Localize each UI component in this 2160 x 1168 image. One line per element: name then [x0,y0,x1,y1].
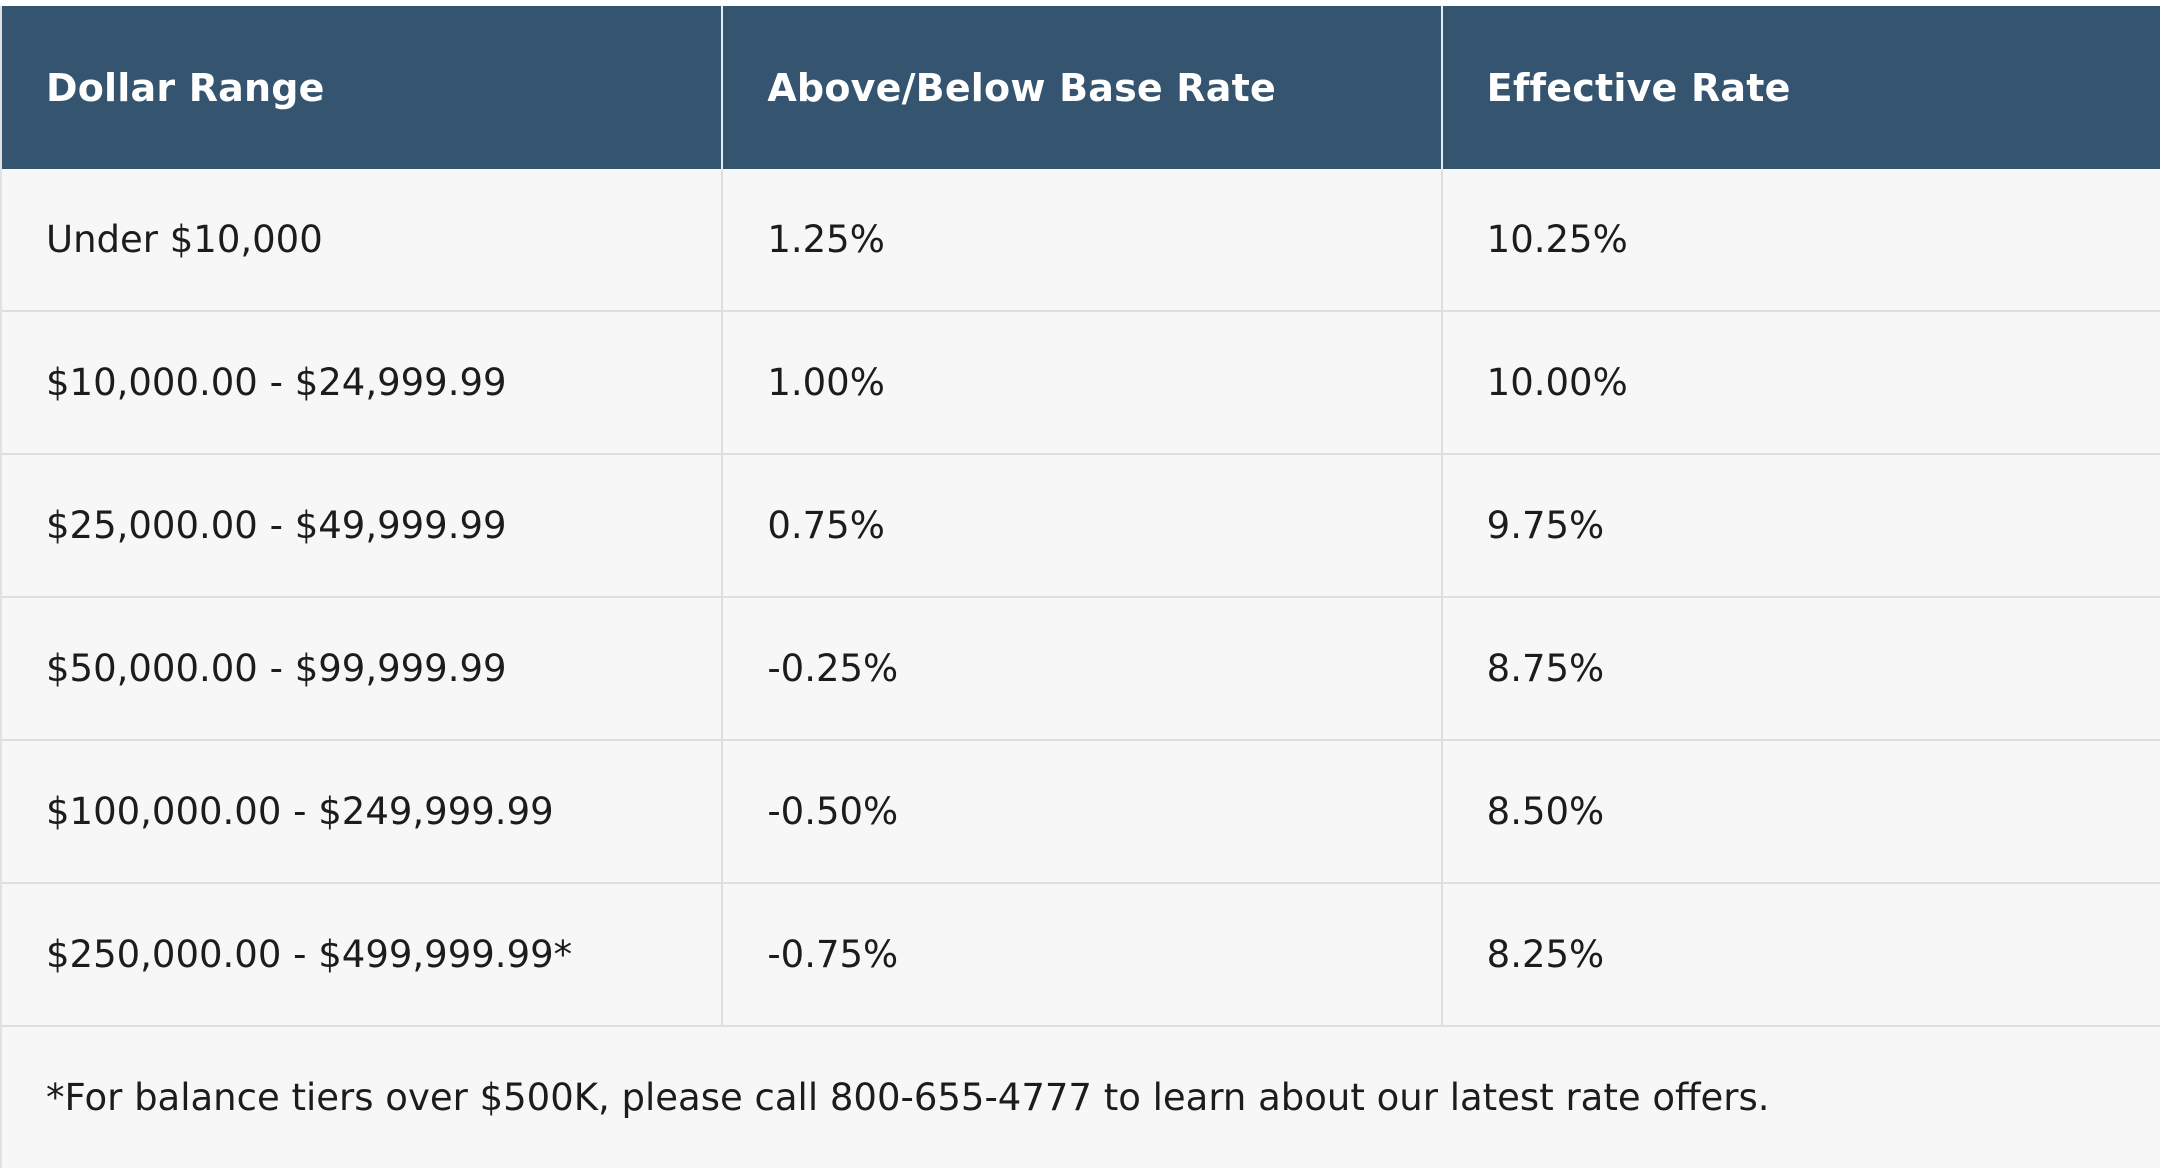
cell-effective-rate: 9.75% [1440,455,2160,596]
cell-effective-rate: 10.25% [1440,169,2160,310]
cell-effective-rate: 8.75% [1440,598,2160,739]
cell-dollar-range: $250,000.00 - $499,999.99* [46,933,573,976]
header-dollar-range: Dollar Range [46,65,325,110]
cell-above-below-base-rate: -0.75% [721,884,1440,1025]
cell-effective-rate: 8.50% [1440,741,2160,882]
cell-dollar-range: Under $10,000 [46,218,323,261]
cell-above-below-base-rate: 1.00% [721,312,1440,453]
table-row: $250,000.00 - $499,999.99* -0.75% 8.25% [2,884,2160,1027]
table-row: $25,000.00 - $49,999.99 0.75% 9.75% [2,455,2160,598]
cell-effective-rate: 10.00% [1440,312,2160,453]
table-row: $100,000.00 - $249,999.99 -0.50% 8.50% [2,741,2160,884]
table-row: Under $10,000 1.25% 10.25% [2,169,2160,312]
cell-dollar-range: $25,000.00 - $49,999.99 [46,504,507,547]
header-effective-rate: Effective Rate [1440,6,2160,169]
cell-above-below-base-rate: 1.25% [721,169,1440,310]
cell-effective-rate: 8.25% [1440,884,2160,1025]
table-footnote: *For balance tiers over $500K, please ca… [2,1027,2160,1168]
table-header-row: Dollar Range Above/Below Base Rate Effec… [2,6,2160,169]
cell-dollar-range: $50,000.00 - $99,999.99 [46,647,507,690]
table-row: $10,000.00 - $24,999.99 1.00% 10.00% [2,312,2160,455]
cell-above-below-base-rate: -0.25% [721,598,1440,739]
cell-dollar-range: $100,000.00 - $249,999.99 [46,790,554,833]
rate-table: Dollar Range Above/Below Base Rate Effec… [0,6,2160,1168]
cell-above-below-base-rate: -0.50% [721,741,1440,882]
cell-dollar-range: $10,000.00 - $24,999.99 [46,361,507,404]
cell-above-below-base-rate: 0.75% [721,455,1440,596]
table-row: $50,000.00 - $99,999.99 -0.25% 8.75% [2,598,2160,741]
header-above-below-base-rate: Above/Below Base Rate [721,6,1440,169]
